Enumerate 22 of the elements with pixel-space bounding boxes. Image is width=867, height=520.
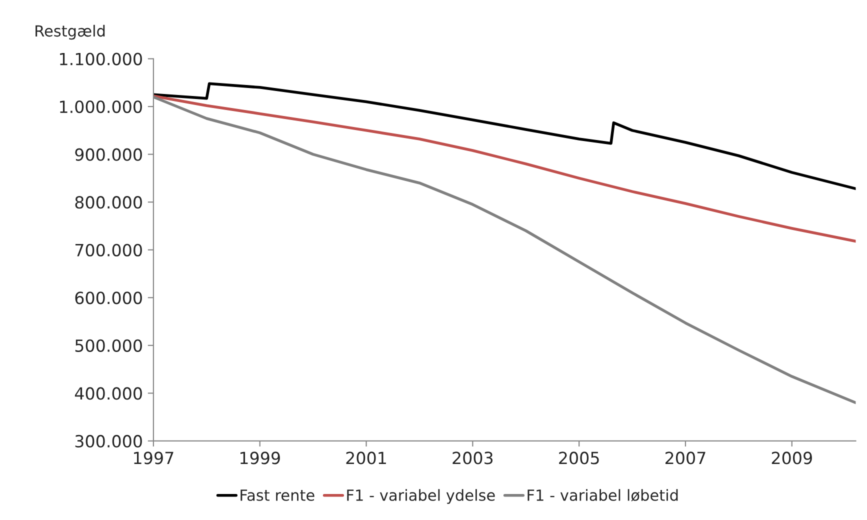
y-axis-title: Restgæld bbox=[36, 24, 105, 40]
line-series bbox=[153, 94, 856, 243]
y-tick-label: 1.000.000 bbox=[60, 100, 142, 114]
legend-label: Fast rente bbox=[240, 490, 314, 501]
x-tick-label: 2003 bbox=[452, 452, 493, 464]
x-tick-label: 2009 bbox=[772, 452, 812, 464]
x-tick-label: 2007 bbox=[665, 452, 706, 464]
x-tick-label: 1999 bbox=[240, 452, 280, 464]
y-tick-label: 300.000 bbox=[75, 434, 142, 448]
y-tick-label: 600.000 bbox=[75, 292, 142, 304]
legend-label: F1 - variabel ydelse bbox=[347, 489, 495, 504]
y-tick-label: 800.000 bbox=[75, 196, 142, 209]
y-tick-label: 500.000 bbox=[75, 339, 142, 352]
x-tick-label: 2001 bbox=[346, 452, 386, 464]
y-tick-label: 700.000 bbox=[75, 244, 142, 256]
y-tick-label: 1.100.000 bbox=[60, 52, 142, 66]
y-tick-label: 900.000 bbox=[75, 148, 142, 161]
x-tick-label: 1997 bbox=[134, 452, 174, 464]
x-tick-label: 2005 bbox=[559, 452, 599, 464]
legend-label: F1 - variabel løbetid bbox=[528, 489, 678, 502]
line-series bbox=[153, 82, 856, 190]
y-tick-label: 400.000 bbox=[74, 387, 142, 400]
